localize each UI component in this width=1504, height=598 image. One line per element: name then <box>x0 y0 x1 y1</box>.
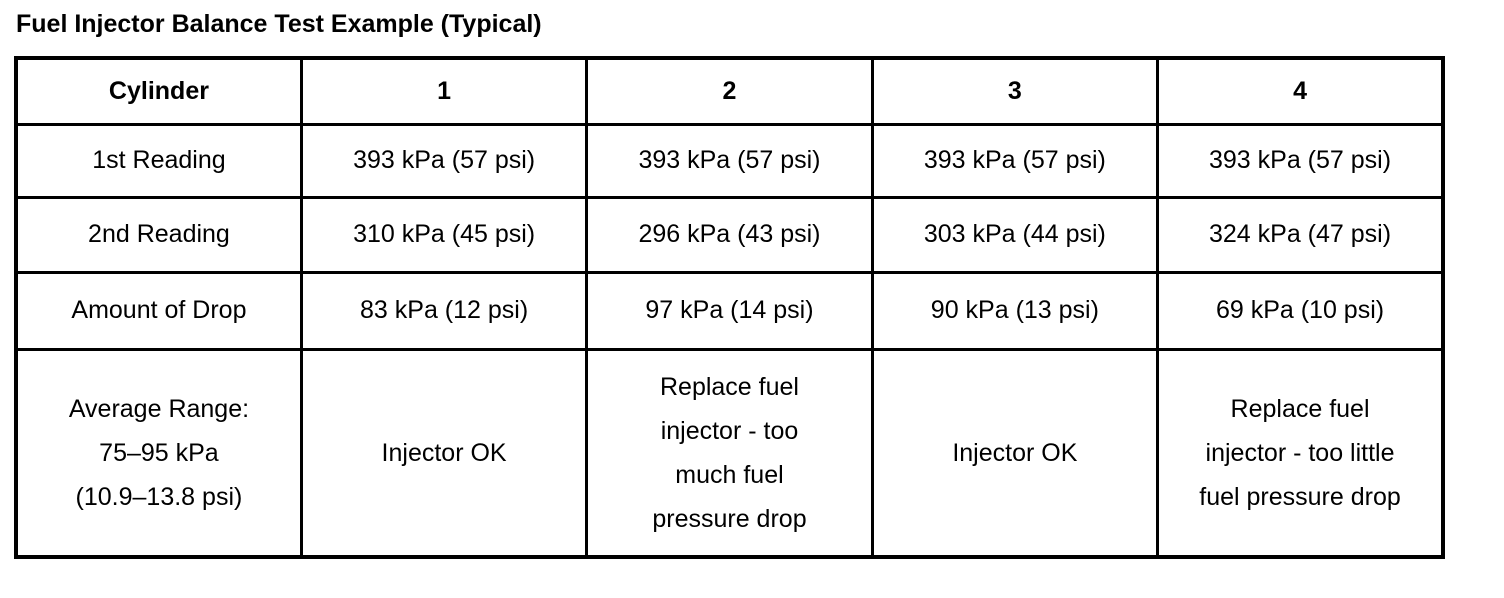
fuel-injector-balance-table: Cylinder 1 2 3 4 1st Reading 393 kPa (57… <box>14 56 1445 559</box>
cell-2nd-reading-cyl1: 310 kPa (45 psi) <box>299 195 589 274</box>
cell-1st-reading-cyl2: 393 kPa (57 psi) <box>585 122 874 199</box>
cell-result-cyl2: Replace fuel injector - too much fuel pr… <box>585 347 874 559</box>
table-row-2nd-reading: 2nd Reading 310 kPa (45 psi) 296 kPa (43… <box>14 195 1445 274</box>
cell-drop-cyl1: 83 kPa (12 psi) <box>299 270 589 351</box>
cell-result-cyl3: Injector OK <box>870 347 1160 559</box>
row-label-amount-of-drop: Amount of Drop <box>14 270 303 351</box>
table-row-average-range-result: Average Range: 75–95 kPa (10.9–13.8 psi)… <box>14 347 1445 559</box>
cell-result-cyl1: Injector OK <box>299 347 589 559</box>
table-row-amount-of-drop: Amount of Drop 83 kPa (12 psi) 97 kPa (1… <box>14 270 1445 351</box>
column-header-cylinder: Cylinder <box>14 56 303 126</box>
cell-1st-reading-cyl3: 393 kPa (57 psi) <box>870 122 1160 199</box>
cell-1st-reading-cyl1: 393 kPa (57 psi) <box>299 122 589 199</box>
cell-2nd-reading-cyl4: 324 kPa (47 psi) <box>1156 195 1445 274</box>
table-row-1st-reading: 1st Reading 393 kPa (57 psi) 393 kPa (57… <box>14 122 1445 199</box>
cell-drop-cyl4: 69 kPa (10 psi) <box>1156 270 1445 351</box>
cell-drop-cyl2: 97 kPa (14 psi) <box>585 270 874 351</box>
column-header-2: 2 <box>585 56 874 126</box>
row-label-1st-reading: 1st Reading <box>14 122 303 199</box>
cell-drop-cyl3: 90 kPa (13 psi) <box>870 270 1160 351</box>
column-header-4: 4 <box>1156 56 1445 126</box>
page-title: Fuel Injector Balance Test Example (Typi… <box>16 10 542 38</box>
column-header-1: 1 <box>299 56 589 126</box>
cell-1st-reading-cyl4: 393 kPa (57 psi) <box>1156 122 1445 199</box>
row-label-2nd-reading: 2nd Reading <box>14 195 303 274</box>
cell-2nd-reading-cyl3: 303 kPa (44 psi) <box>870 195 1160 274</box>
cell-result-cyl4: Replace fuel injector - too little fuel … <box>1156 347 1445 559</box>
table-header-row: Cylinder 1 2 3 4 <box>14 56 1445 126</box>
row-label-average-range: Average Range: 75–95 kPa (10.9–13.8 psi) <box>14 347 303 559</box>
cell-2nd-reading-cyl2: 296 kPa (43 psi) <box>585 195 874 274</box>
column-header-3: 3 <box>870 56 1160 126</box>
